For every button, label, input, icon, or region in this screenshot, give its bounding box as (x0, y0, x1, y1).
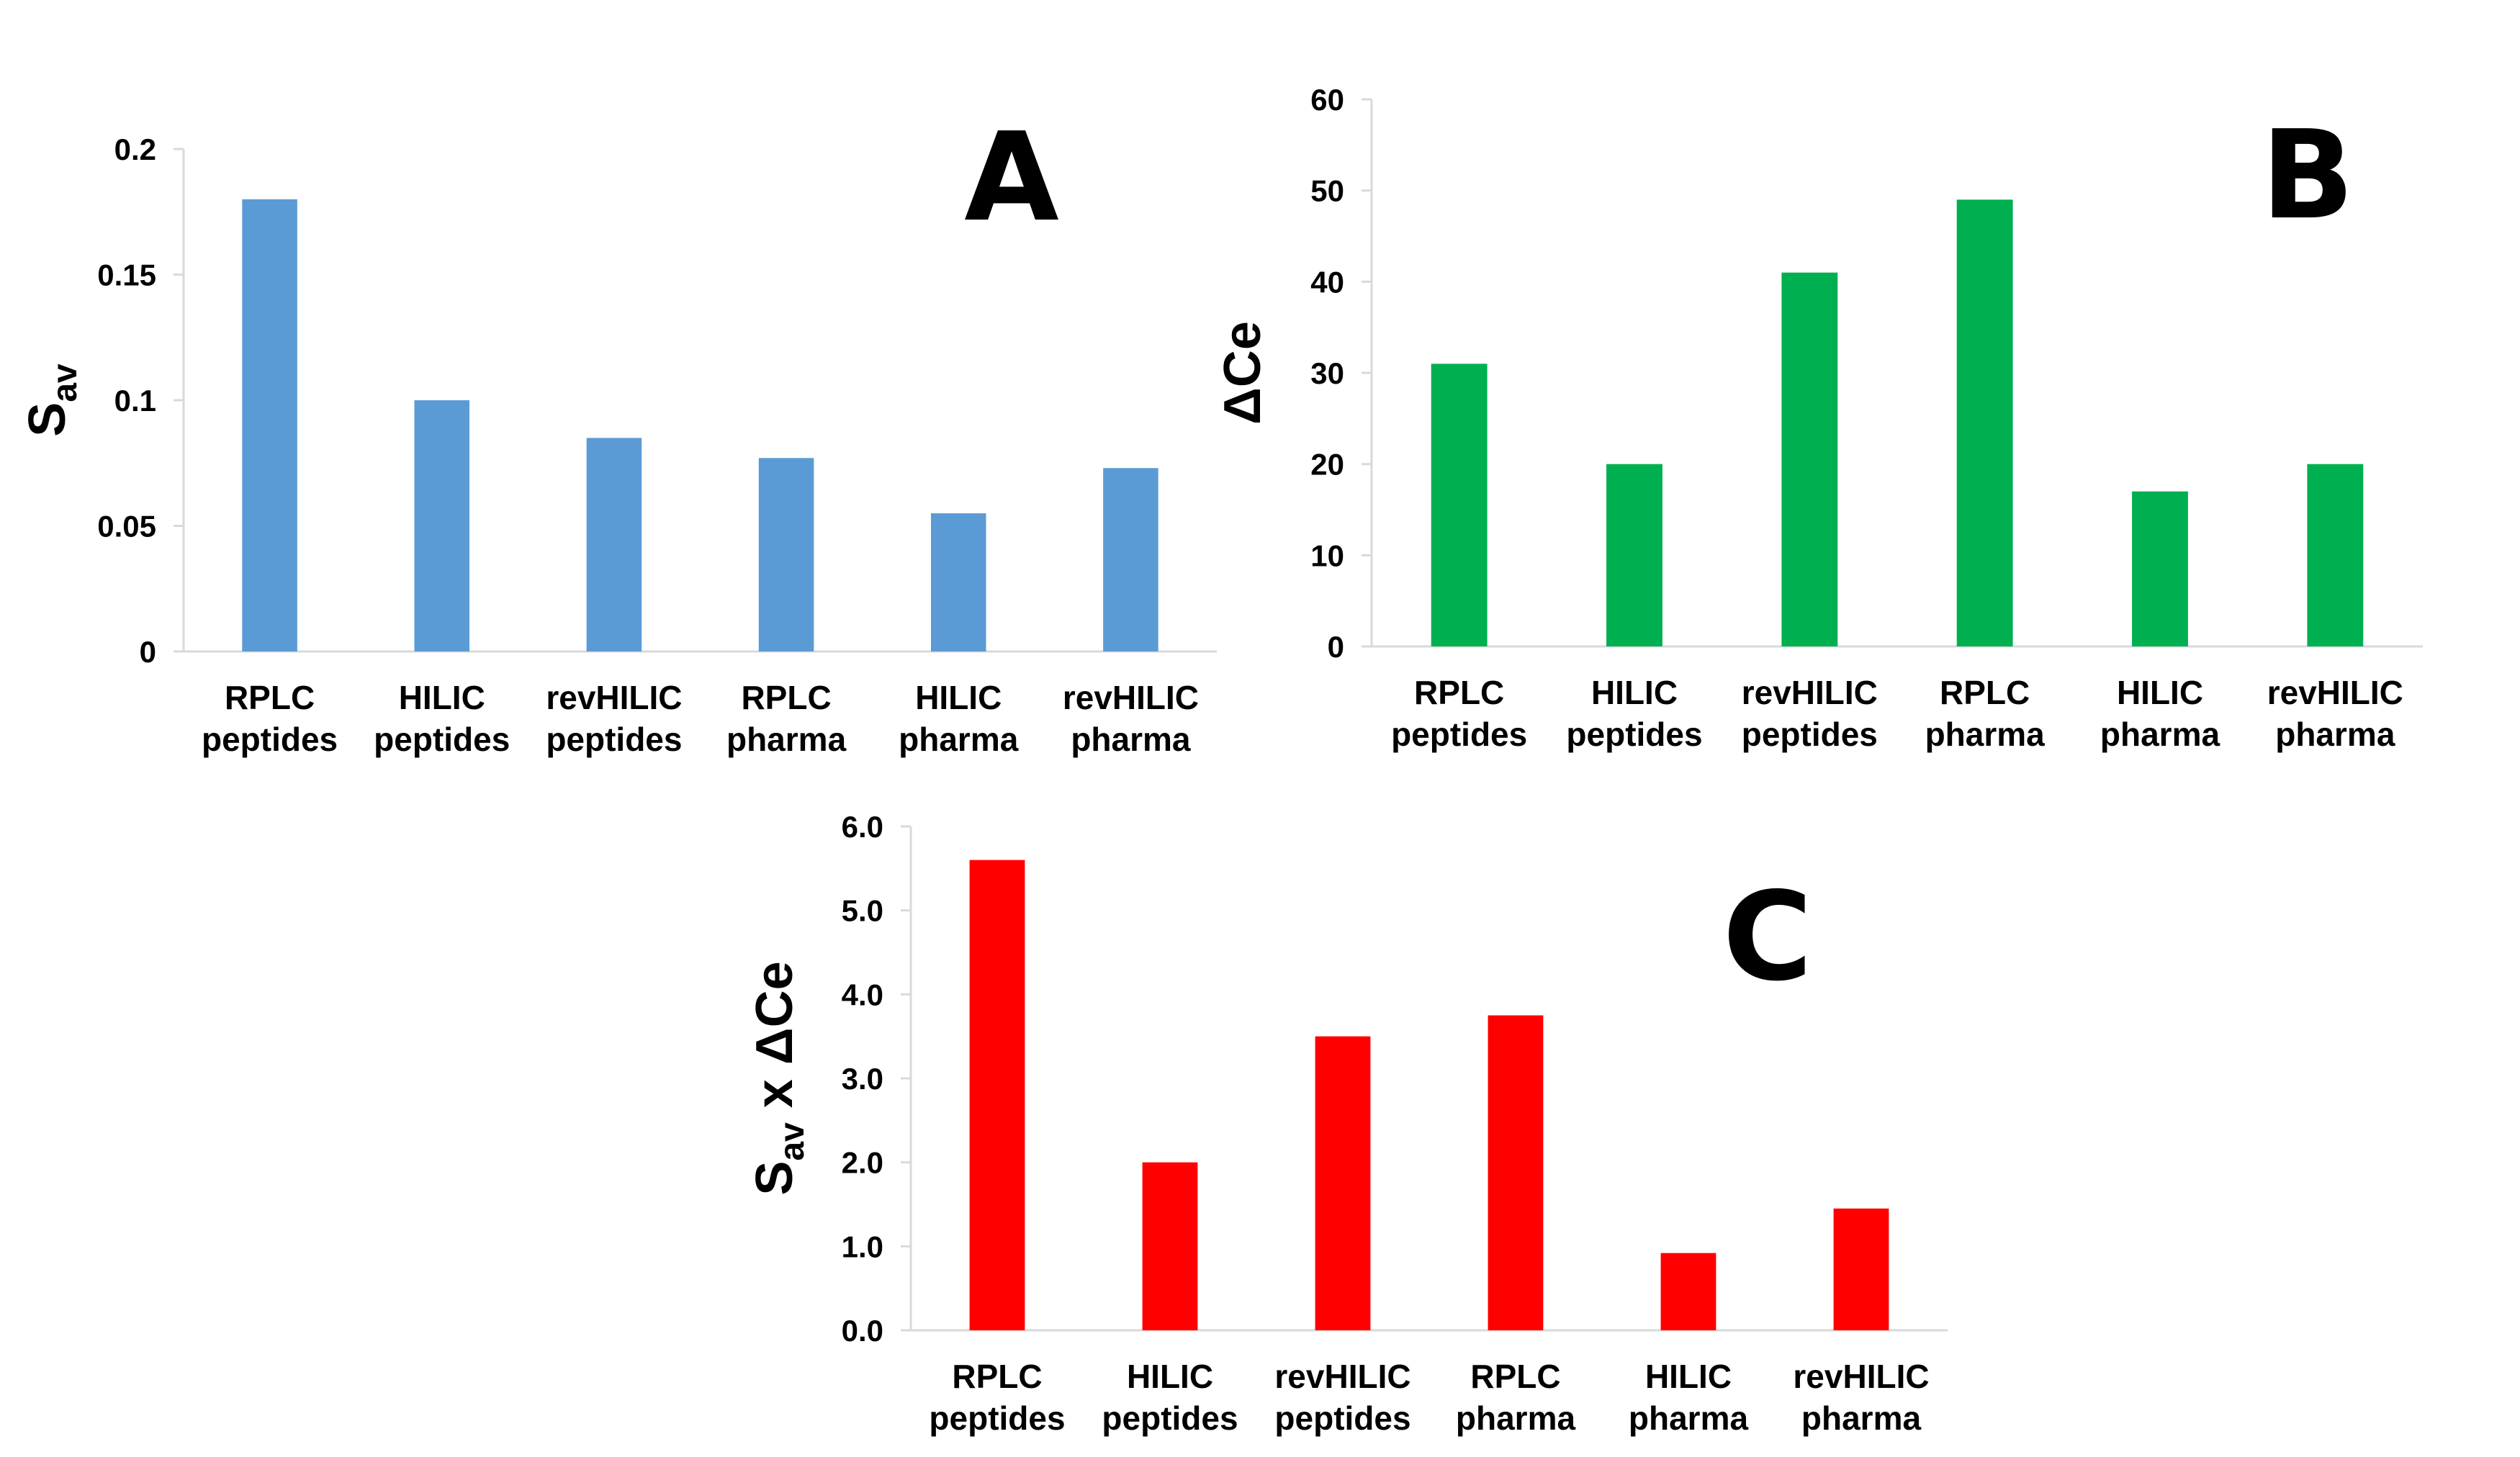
category-label: RPLC (952, 1358, 1042, 1395)
category-label: revHILIC (1063, 679, 1199, 716)
bar (414, 400, 470, 651)
category-label: RPLC (741, 679, 831, 716)
category-label: revHILIC (1274, 1358, 1410, 1395)
y-tick-label: 10 (1310, 538, 1344, 572)
category-label: pharma (2100, 716, 2220, 753)
category-label: revHILIC (2267, 674, 2403, 711)
category-label: RPLC (225, 679, 315, 716)
bar (1660, 1253, 1716, 1330)
bar (930, 513, 986, 651)
panel-label: B (2261, 104, 2354, 247)
bar (1142, 1162, 1198, 1330)
bar (242, 199, 297, 651)
y-tick-label: 0 (140, 635, 156, 669)
y-tick-label: 0.1 (114, 384, 156, 418)
bar (758, 458, 814, 651)
category-label: pharma (1629, 1399, 1749, 1437)
bar (1103, 468, 1158, 651)
y-tick-label: 3.0 (842, 1062, 883, 1096)
chart-B: 0 10 20 30 40 50 60 RPLC peptides HILIC peptides re… (1214, 83, 2423, 753)
category-label: pharma (1071, 721, 1191, 758)
category-label: peptides (546, 721, 682, 758)
y-tick-label: 5.0 (842, 894, 883, 928)
bar (586, 438, 642, 651)
chart-A: 0 0.05 0.1 0.15 0.2 RPLC peptides HILIC peptides… (19, 107, 1217, 758)
bar (1956, 199, 2013, 646)
category-label: RPLC (1940, 674, 2030, 711)
y-tick-label: 1.0 (842, 1230, 883, 1263)
panel-label: C (1723, 866, 1813, 1009)
category-label: revHILIC (1793, 1358, 1929, 1395)
y-tick-label: 0.15 (97, 258, 156, 292)
category-label: HILIC (2117, 674, 2203, 711)
bar (2307, 464, 2364, 646)
y-tick-label: 0.05 (97, 510, 156, 543)
bar (2132, 491, 2188, 646)
y-tick-label: 0.0 (842, 1314, 883, 1348)
category-label: HILIC (1591, 674, 1678, 711)
y-tick-label: 40 (1310, 265, 1344, 299)
bar (1781, 272, 1838, 647)
y-tick-label: 2.0 (842, 1146, 883, 1180)
category-label: pharma (1801, 1399, 1922, 1437)
category-label: HILIC (915, 679, 1002, 716)
category-label: RPLC (1470, 1358, 1560, 1395)
panel-label: A (964, 107, 1059, 249)
category-label: peptides (1742, 716, 1878, 753)
bar (1488, 1015, 1544, 1330)
bar (969, 860, 1025, 1330)
y-tick-label: 50 (1310, 174, 1344, 208)
y-tick-label: 6.0 (842, 810, 883, 844)
category-label: pharma (2275, 716, 2395, 753)
bar (1833, 1208, 1889, 1330)
y-tick-label: 30 (1310, 356, 1344, 390)
category-label: pharma (1925, 716, 2046, 753)
category-label: peptides (929, 1399, 1065, 1437)
category-label: peptides (1102, 1399, 1238, 1437)
y-axis-title: Sav x ΔCe (746, 961, 811, 1195)
y-tick-label: 0.2 (114, 132, 156, 166)
category-label: HILIC (1127, 1358, 1213, 1395)
bar (1431, 364, 1488, 646)
category-label: peptides (1566, 716, 1702, 753)
y-axis-title: ΔCe (1214, 321, 1272, 425)
category-label: HILIC (399, 679, 485, 716)
category-label: pharma (726, 721, 847, 758)
category-label: pharma (899, 721, 1019, 758)
category-label: peptides (1274, 1399, 1410, 1437)
y-axis-title: Sav (19, 364, 84, 437)
y-tick-label: 60 (1310, 83, 1344, 117)
y-tick-label: 4.0 (842, 978, 883, 1011)
bar (1315, 1036, 1371, 1330)
category-label: revHILIC (546, 679, 682, 716)
category-label: RPLC (1414, 674, 1504, 711)
category-label: pharma (1456, 1399, 1576, 1437)
category-label: peptides (1391, 716, 1527, 753)
y-tick-label: 20 (1310, 448, 1344, 482)
category-label: peptides (202, 721, 338, 758)
category-label: peptides (374, 721, 510, 758)
y-tick-label: 0 (1328, 630, 1344, 664)
chart-C: 0.0 1.0 2.0 3.0 4.0 5.0 6.0 RPLC peptides HILIC pe… (746, 810, 1948, 1437)
category-label: revHILIC (1742, 674, 1878, 711)
category-label: HILIC (1645, 1358, 1732, 1395)
bar (1606, 464, 1662, 646)
